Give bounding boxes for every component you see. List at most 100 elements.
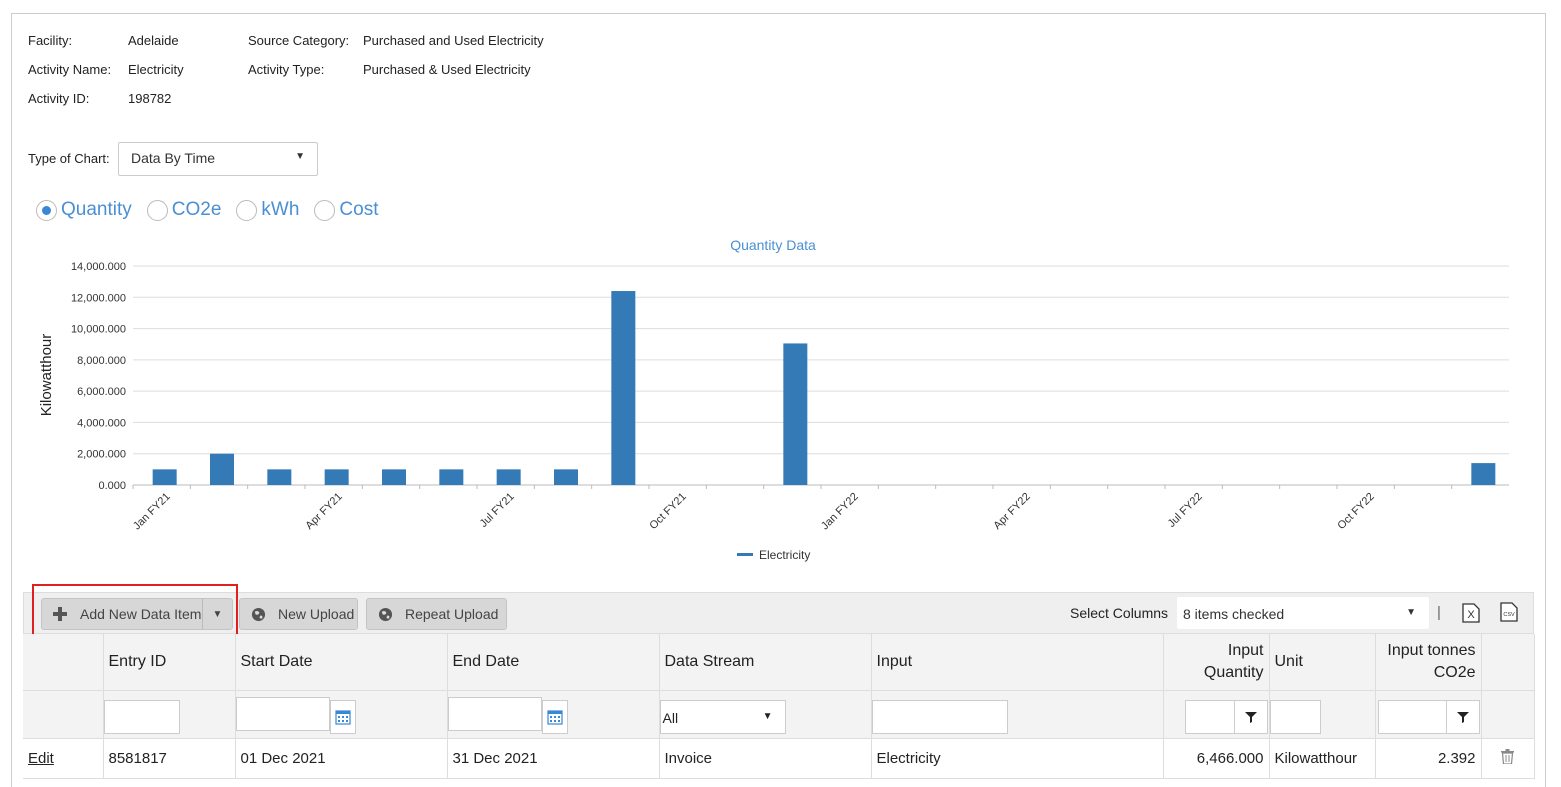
filter-entry-id-cell — [103, 690, 236, 739]
co2e-cell: 2.392 — [1375, 738, 1482, 779]
start-date-filter-input[interactable] — [235, 696, 330, 731]
input-quantity-filter-input[interactable] — [1184, 699, 1235, 734]
svg-text:CSV: CSV — [1503, 612, 1515, 618]
header-end-date[interactable]: End Date — [447, 634, 660, 691]
radio-kwh[interactable]: kWh — [236, 199, 299, 221]
x-tick-label: Jan FY21 — [131, 491, 173, 533]
header-entry-id[interactable]: Entry ID — [103, 634, 236, 691]
chart-type-value: Data By Time — [131, 150, 216, 166]
filter-edit-cell — [23, 690, 104, 739]
filter-start-date-cell — [235, 690, 448, 739]
source-category-label: Source Category: — [248, 33, 350, 48]
y-axis-label: Kilowatthour — [38, 334, 55, 417]
chart-type-select[interactable]: Data By Time ▼ — [118, 142, 318, 176]
repeat-upload-button[interactable]: Repeat Upload — [366, 598, 507, 630]
filter-input-quantity-cell — [1163, 690, 1270, 739]
chart-type-label: Type of Chart: — [28, 151, 110, 166]
bar — [382, 469, 406, 485]
header-text: Input — [1227, 641, 1264, 659]
header-co2e[interactable]: Input tonnes CO2e — [1375, 634, 1482, 691]
radio-co2e[interactable]: CO2e — [146, 199, 222, 221]
bar — [439, 469, 464, 485]
filter-icon[interactable] — [1445, 699, 1480, 734]
radio-quantity[interactable]: Quantity — [36, 199, 132, 221]
facility-value: Adelaide — [128, 33, 179, 48]
facility-label: Facility: — [28, 33, 73, 48]
csv-export-icon[interactable]: CSV — [1500, 602, 1518, 625]
content-frame — [11, 13, 1546, 787]
radio-circle-icon — [36, 199, 57, 221]
radio-circle-icon — [314, 199, 336, 221]
new-upload-label: New Upload — [278, 606, 355, 622]
unit-filter-input[interactable] — [1269, 699, 1321, 734]
entry-id-cell: 8581817 — [103, 738, 236, 779]
x-tick-label: Apr FY21 — [303, 491, 344, 532]
data-stream-filter-select[interactable]: All ▼ — [659, 699, 786, 734]
bar — [783, 343, 808, 485]
globe-icon — [377, 606, 393, 622]
y-tick-label: 4,000.000 — [77, 417, 126, 429]
activity-name-value: Electricity — [128, 62, 184, 77]
data-grid: Entry ID Start Date End Date Data Stream… — [23, 634, 1535, 779]
unit-cell: Kilowatthour — [1269, 738, 1376, 779]
data-stream-filter-value: All — [662, 709, 679, 726]
select-columns-dropdown[interactable]: 8 items checked ▼ — [1177, 597, 1429, 629]
bar — [1471, 463, 1496, 485]
activity-id-label: Activity ID: — [28, 91, 90, 106]
co2e-filter-input[interactable] — [1377, 699, 1448, 734]
x-tick-label: Jul FY21 — [478, 491, 517, 530]
svg-text:X: X — [1467, 609, 1475, 621]
header-text: Quantity — [1203, 663, 1264, 681]
radio-label: CO2e — [171, 199, 222, 220]
chevron-down-icon: ▼ — [212, 608, 223, 620]
header-unit[interactable]: Unit — [1269, 634, 1376, 691]
add-new-data-item-button[interactable]: Add New Data Item ▼ — [41, 598, 233, 630]
radio-circle-icon — [236, 199, 258, 221]
trash-icon[interactable] — [1501, 748, 1514, 768]
x-tick-label: Apr FY22 — [991, 491, 1032, 532]
grid-toolbar: Add New Data Item ▼ New Upload Repeat Up… — [23, 592, 1534, 634]
y-tick-label: 0.000 — [98, 480, 126, 492]
source-category-value: Purchased and Used Electricity — [363, 33, 544, 48]
header-input[interactable]: Input — [871, 634, 1164, 691]
input-filter-input[interactable] — [871, 699, 1008, 734]
filter-icon[interactable] — [1233, 699, 1268, 734]
bar — [152, 469, 177, 485]
end-date-filter-input[interactable] — [447, 696, 542, 731]
y-tick-label: 8,000.000 — [77, 355, 126, 367]
radio-cost[interactable]: Cost — [314, 199, 378, 221]
repeat-upload-label: Repeat Upload — [405, 606, 499, 622]
header-row: Entry ID Start Date End Date Data Stream… — [23, 634, 1535, 691]
header-start-date[interactable]: Start Date — [235, 634, 448, 691]
y-tick-label: 10,000.000 — [71, 324, 126, 336]
header-input-quantity[interactable]: Input Quantity — [1163, 634, 1270, 691]
select-columns-label: Select Columns — [1070, 605, 1169, 621]
input-cell: Electricity — [871, 738, 1164, 779]
y-tick-label: 14,000.000 — [71, 261, 126, 273]
edit-link[interactable]: Edit — [28, 749, 54, 767]
header-data-stream[interactable]: Data Stream — [659, 634, 872, 691]
chevron-down-icon: ▼ — [295, 151, 305, 162]
header-text: Input tonnes — [1387, 641, 1476, 659]
calendar-icon[interactable] — [329, 699, 356, 734]
metric-radio-group: Quantity CO2e kWh Cost — [36, 196, 393, 224]
new-upload-button[interactable]: New Upload — [239, 598, 358, 630]
filter-row: All ▼ — [23, 690, 1535, 739]
delete-cell — [1481, 738, 1535, 779]
y-tick-label: 6,000.000 — [77, 386, 126, 398]
activity-name-label: Activity Name: — [28, 62, 112, 77]
toolbar-separator: | — [1437, 604, 1441, 621]
calendar-icon[interactable] — [541, 699, 568, 734]
radio-label: kWh — [261, 199, 300, 220]
y-tick-label: 12,000.000 — [71, 292, 126, 304]
entry-id-filter-input[interactable] — [103, 699, 180, 734]
end-date-cell: 31 Dec 2021 — [447, 738, 660, 779]
y-tick-label: 2,000.000 — [77, 449, 126, 461]
filter-input-cell — [871, 690, 1164, 739]
legend-swatch — [737, 553, 753, 556]
add-dropdown-toggle[interactable]: ▼ — [202, 599, 232, 629]
input-quantity-cell: 6,466.000 — [1163, 738, 1270, 779]
x-tick-label: Jul FY22 — [1166, 491, 1205, 530]
radio-label: Cost — [339, 199, 379, 220]
excel-export-icon[interactable]: X — [1462, 603, 1480, 626]
